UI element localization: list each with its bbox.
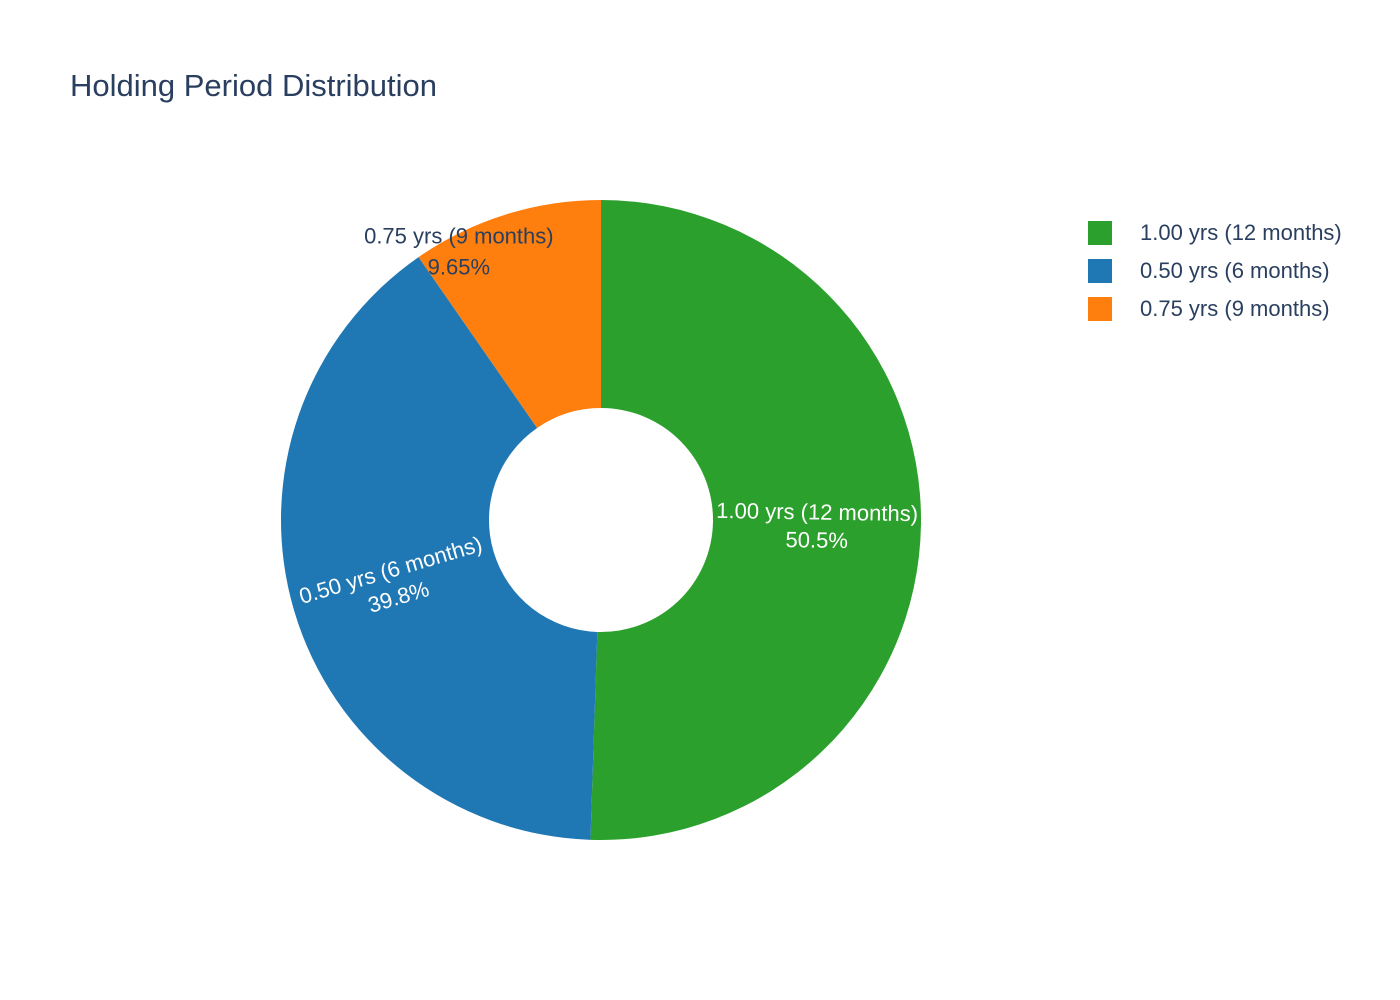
legend-item-0-50-yrs-6-months[interactable]: 0.50 yrs (6 months) (1088, 252, 1342, 290)
slice-label-0-75-yrs-9-months: 0.75 yrs (9 months) 9.65% (364, 224, 554, 280)
slice-label-1-00-yrs-12-months: 1.00 yrs (12 months)50.5% (716, 498, 919, 554)
legend-swatch (1088, 297, 1112, 321)
slice-1-00-yrs-12-months[interactable] (590, 199, 922, 840)
slices-group (281, 199, 922, 840)
legend-swatch (1088, 259, 1112, 283)
slice-0-75-yrs-9-months[interactable] (418, 200, 601, 428)
legend-label: 1.00 yrs (12 months) (1140, 220, 1342, 245)
legend-swatch (1088, 221, 1112, 245)
legend-label: 0.50 yrs (6 months) (1140, 258, 1330, 283)
slice-0-50-yrs-6-months[interactable] (281, 257, 598, 840)
legend-item-1-00-yrs-12-months[interactable]: 1.00 yrs (12 months) (1088, 214, 1342, 252)
legend-label: 0.75 yrs (9 months) (1140, 296, 1330, 321)
legend-item-0-75-yrs-9-months[interactable]: 0.75 yrs (9 months) (1088, 290, 1342, 328)
chart-title: Holding Period Distribution (70, 68, 438, 103)
legend: 1.00 yrs (12 months) 0.50 yrs (6 months) 0… (1088, 214, 1342, 328)
